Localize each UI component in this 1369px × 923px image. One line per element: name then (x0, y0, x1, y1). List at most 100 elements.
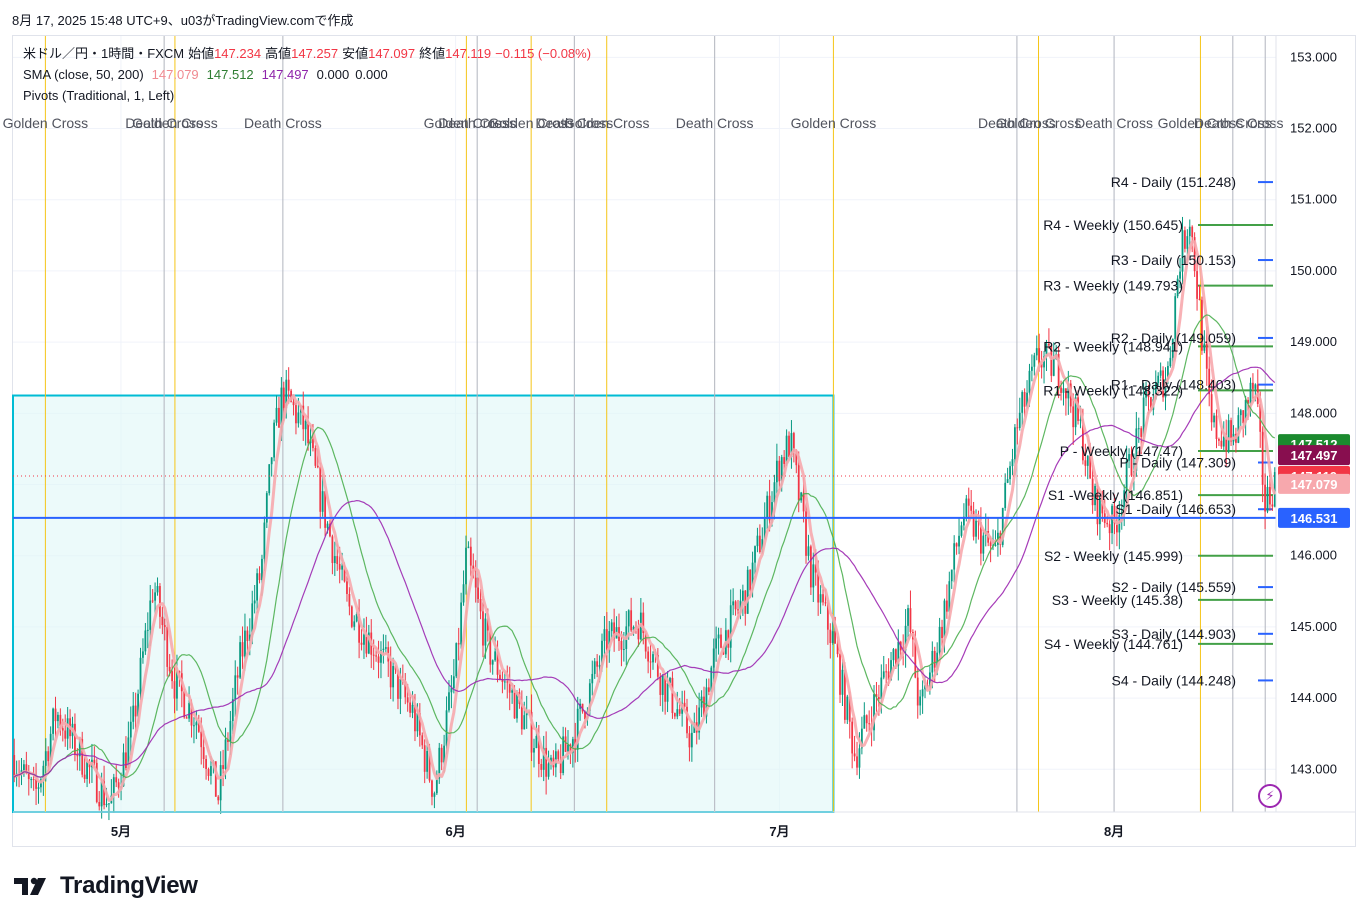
y-tick-label: 144.000 (1290, 690, 1337, 705)
candle-down (914, 639, 917, 678)
candle-down (581, 703, 584, 712)
pivot-label-daily: R1 - Daily (148.403) (1111, 377, 1236, 393)
pivot-lines (1198, 181, 1273, 682)
legend-pivots-row[interactable]: Pivots (Traditional, 1, Left) (23, 88, 178, 104)
candle-down (613, 622, 616, 639)
candle-down (916, 677, 919, 706)
candle-down (649, 661, 652, 663)
candle-up (1062, 388, 1065, 393)
candle-up (1111, 505, 1113, 534)
legend-ohlc-row[interactable]: 米ドル／円・1時間・FXCM 始値147.234 高値147.257 安値147.09… (23, 46, 595, 62)
golden-cross-label: Golden Cross (564, 115, 650, 131)
tradingview-logo[interactable]: TradingView (14, 872, 198, 900)
candle-down (25, 764, 28, 774)
candle-up (462, 584, 465, 603)
legend-low: 147.097 (368, 46, 416, 61)
candle-down (202, 747, 205, 759)
candle-down (377, 656, 380, 663)
candle-up (443, 745, 446, 763)
candle-down (418, 713, 421, 736)
candle-up (105, 803, 108, 806)
candle-down (596, 661, 599, 667)
candle-down (734, 601, 737, 610)
candle-up (270, 457, 273, 465)
candle-up (380, 650, 382, 663)
candle-down (59, 714, 62, 729)
candle-up (1099, 496, 1101, 525)
candle-up (1128, 454, 1130, 461)
candle-up (297, 412, 300, 424)
candle-up (511, 690, 514, 693)
candle-down (134, 705, 137, 717)
candle-up (535, 735, 538, 749)
pivot-label-weekly: S1 -Weekly (146.851) (1048, 487, 1183, 503)
legend-high: 147.257 (291, 46, 339, 61)
candle-down (200, 731, 203, 748)
candle-down (644, 633, 647, 652)
pivot-label-daily: S2 - Daily (145.559) (1111, 579, 1236, 595)
candle-down (671, 677, 674, 714)
legend-symbol[interactable]: 米ドル／円・1時間・FXCM (23, 46, 185, 61)
candle-up (122, 752, 125, 787)
pivot-label-daily: R2 - Daily (149.059) (1111, 330, 1236, 346)
golden-cross-label: Golden Cross (488, 115, 574, 131)
death-cross-label: Death Cross (535, 115, 613, 131)
candle-down (1082, 419, 1084, 461)
x-tick-label: 8月 (1104, 824, 1124, 839)
pivot-label-weekly: R2 - Weekly (148.941) (1043, 338, 1183, 354)
pivot-label-daily: S4 - Daily (144.248) (1111, 672, 1236, 688)
candle-up (139, 657, 142, 694)
candle-down (278, 407, 280, 428)
candle-up (176, 670, 178, 699)
candle-up (525, 712, 528, 716)
candle-up (265, 493, 268, 523)
candle-down (1162, 370, 1164, 398)
candle-up (831, 631, 834, 644)
legend-sma-label[interactable]: SMA (close, 50, 200) (23, 67, 144, 82)
candle-down (1113, 505, 1116, 524)
candle-up (129, 721, 132, 738)
candle-up (1004, 482, 1007, 508)
candle-up (239, 642, 241, 678)
candle-up (244, 630, 246, 657)
candle-down (642, 612, 645, 634)
candle-up (761, 539, 764, 553)
candle-down (749, 569, 752, 591)
candle-down (856, 756, 858, 768)
candle-down (1264, 484, 1266, 512)
candle-up (268, 464, 271, 494)
candle-down (887, 671, 890, 681)
candle-up (1021, 392, 1024, 413)
candle-up (965, 498, 968, 517)
death-cross-label: Cross (1247, 115, 1284, 131)
candle-up (100, 781, 103, 807)
legend-sma-v2: 147.512 (206, 67, 254, 82)
candle-down (331, 536, 334, 564)
candle-up (603, 629, 606, 641)
candle-up (627, 610, 630, 627)
candle-down (479, 598, 482, 612)
legend-pivots-label[interactable]: Pivots (Traditional, 1, Left) (23, 88, 175, 103)
candle-up (598, 665, 601, 667)
candle-down (159, 586, 161, 617)
candle-up (601, 640, 603, 666)
lightning-icon[interactable]: ⚡ (1258, 784, 1282, 808)
y-tick-label: 146.000 (1290, 548, 1337, 563)
candle-up (1244, 399, 1247, 424)
candle-up (30, 779, 33, 781)
candle-down (406, 697, 409, 703)
candle-down (197, 722, 200, 732)
candle-up (448, 692, 450, 711)
legend-sma-row[interactable]: SMA (close, 50, 200) 147.079 147.512 147.49… (23, 67, 392, 83)
pivot-label-weekly: R3 - Weekly (149.793) (1043, 278, 1183, 294)
candle-up (1239, 410, 1242, 416)
candle-down (513, 690, 516, 719)
candle-up (860, 728, 863, 749)
candle-down (834, 631, 837, 644)
candle-up (1011, 459, 1014, 467)
candle-down (569, 744, 572, 753)
candle-up (210, 766, 212, 776)
candle-down (520, 703, 523, 730)
